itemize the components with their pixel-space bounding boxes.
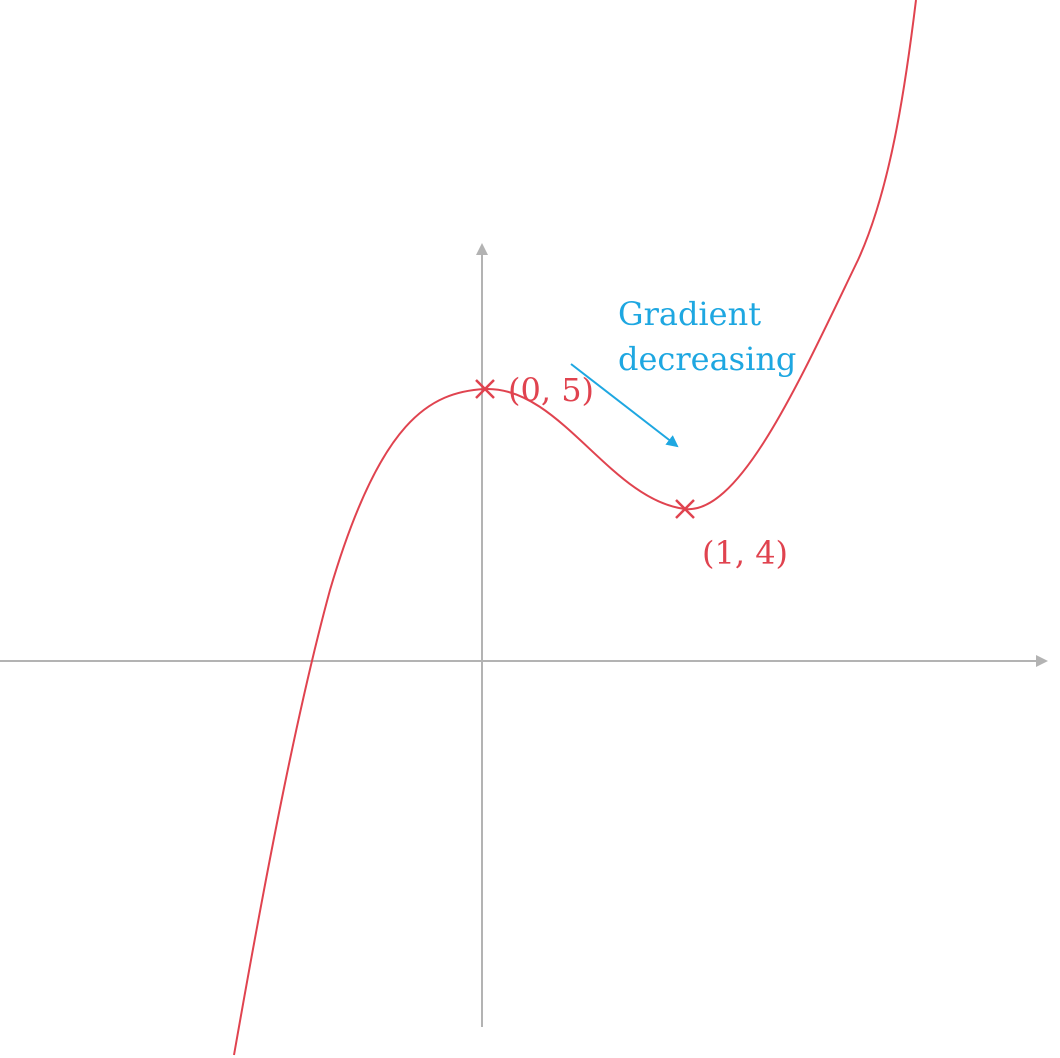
curve [233, 0, 917, 1056]
gradient-arrow [570, 363, 679, 448]
max-marker [475, 379, 495, 399]
min-marker [675, 499, 695, 519]
min-label: (1, 4) [702, 534, 788, 572]
note-line: Gradient [618, 295, 761, 333]
note-line: decreasing [618, 340, 796, 378]
max-label: (0, 5) [508, 371, 594, 409]
